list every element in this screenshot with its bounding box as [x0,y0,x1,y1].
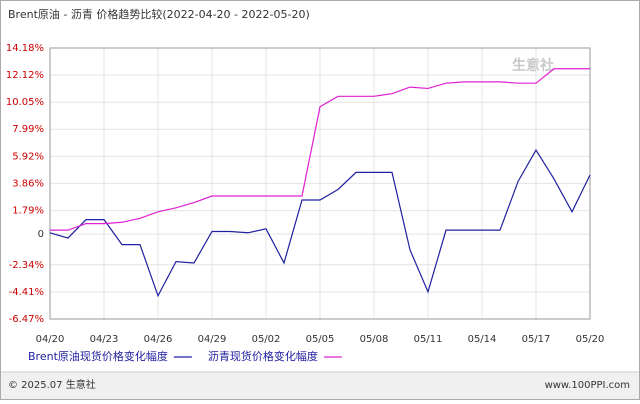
y-tick-label: 14.18% [6,43,44,54]
y-tick-label: 3.86% [12,178,44,189]
x-tick-label: 04/29 [198,334,227,345]
plot-area [49,47,591,320]
footer-band [1,372,639,399]
legend-label: Brent原油现货价格变化幅度 [28,349,168,363]
x-tick-label: 04/26 [144,334,173,345]
x-tick-label: 05/02 [252,334,281,345]
y-tick-label: -4.41% [9,287,44,298]
y-tick-label: 1.79% [12,206,44,217]
series-line [49,148,591,298]
y-tick-label: 10.05% [6,97,44,108]
y-tick-label: 7.99% [12,124,44,135]
x-tick-label: 05/05 [306,334,335,345]
y-tick-label: 12.12% [6,70,44,81]
y-tick-label: -6.47% [9,314,44,325]
legend-label: 沥青现货价格变化幅度 [208,349,318,363]
x-tick-label: 04/20 [36,334,65,345]
y-tick-label: -2.34% [9,260,44,271]
series-line [50,68,590,231]
website: www.100PPI.com [545,380,630,391]
chart-title: Brent原油 - 沥青 价格趋势比较(2022-04-20 - 2022-05… [8,7,310,21]
source: © 2025.07 生意社 [8,378,96,391]
x-tick-label: 05/17 [522,334,551,345]
x-tick-label: 05/11 [414,334,443,345]
y-tick-label: 5.92% [12,151,44,162]
x-tick-label: 05/14 [468,334,497,345]
watermark: 生意社 [512,57,554,74]
y-tick-label: 0 [38,229,44,240]
x-tick-label: 05/08 [360,334,389,345]
x-tick-label: 04/23 [90,334,119,345]
x-tick-label: 05/20 [576,334,605,345]
